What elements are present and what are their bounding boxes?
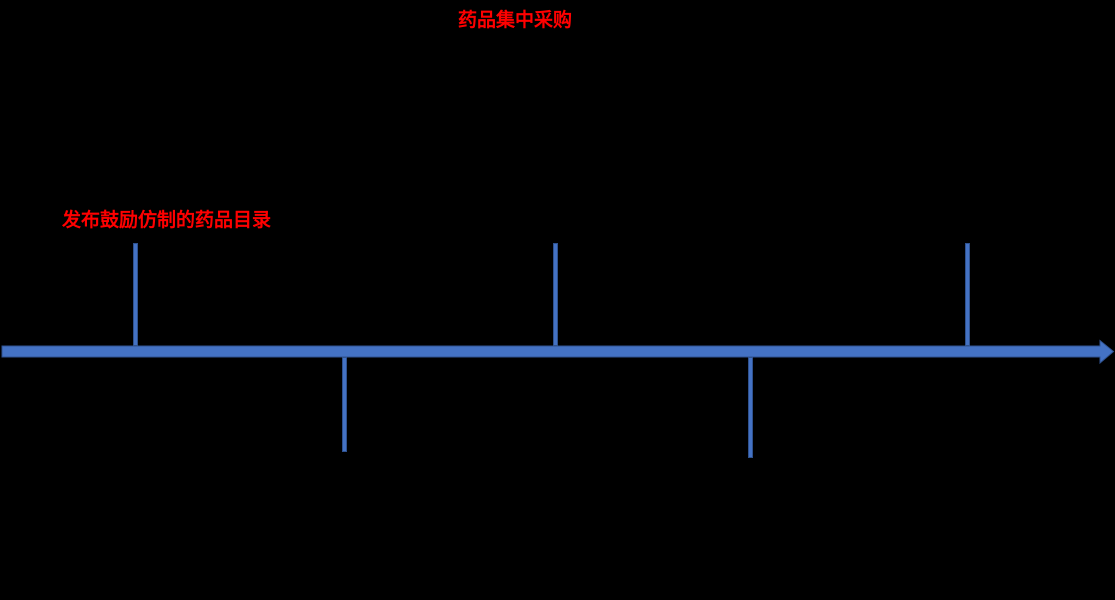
timeline-arrow-shape <box>1 339 1115 365</box>
timeline-tick-up <box>553 243 558 346</box>
timeline-tick-up <box>133 243 138 346</box>
annotation-label: 发布鼓励仿制的药品目录 <box>62 209 272 231</box>
timeline-tick-down <box>342 357 347 452</box>
timeline-tick-down <box>748 357 753 458</box>
timeline-tick-up <box>965 243 970 346</box>
page-title: 药品集中采购 <box>458 9 573 31</box>
